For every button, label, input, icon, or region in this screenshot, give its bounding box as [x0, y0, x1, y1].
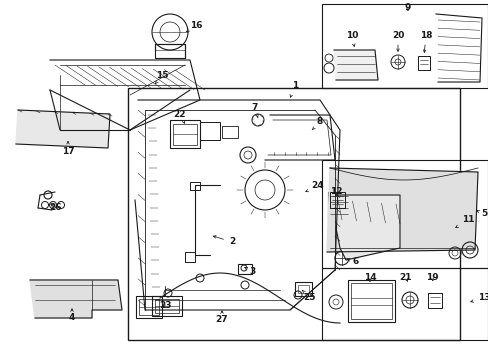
- Polygon shape: [335, 195, 399, 260]
- Text: 21: 21: [399, 274, 411, 283]
- Text: 26: 26: [50, 203, 62, 212]
- Text: 12: 12: [329, 188, 342, 197]
- Bar: [238, 264, 251, 274]
- Text: 2: 2: [213, 236, 235, 247]
- Bar: [139, 299, 159, 315]
- Text: 9: 9: [404, 3, 410, 12]
- Text: 6: 6: [346, 257, 358, 266]
- Text: 27: 27: [215, 311, 228, 324]
- Text: 13: 13: [470, 293, 488, 302]
- Bar: [297, 285, 308, 293]
- Polygon shape: [30, 280, 122, 318]
- Bar: [417, 56, 429, 70]
- Text: 25: 25: [302, 291, 316, 302]
- Text: 22: 22: [173, 111, 186, 123]
- Bar: [170, 120, 200, 148]
- Text: 18: 18: [419, 31, 431, 53]
- Bar: [128, 88, 459, 340]
- Bar: [350, 283, 391, 319]
- Bar: [155, 299, 179, 313]
- Text: 7: 7: [251, 104, 258, 118]
- Text: 10: 10: [345, 31, 357, 46]
- Text: 15: 15: [155, 72, 168, 84]
- Polygon shape: [326, 168, 477, 252]
- Bar: [327, 192, 349, 218]
- Text: 1: 1: [289, 81, 298, 97]
- Bar: [347, 280, 394, 322]
- Text: 3: 3: [244, 266, 255, 275]
- Bar: [200, 122, 220, 140]
- Text: 16: 16: [186, 21, 202, 32]
- Bar: [222, 126, 238, 138]
- Bar: [294, 282, 311, 296]
- Bar: [184, 252, 195, 262]
- Text: 5: 5: [476, 210, 486, 219]
- Bar: [427, 293, 441, 308]
- Bar: [329, 192, 345, 208]
- Text: 11: 11: [455, 216, 473, 228]
- Polygon shape: [16, 110, 110, 148]
- Bar: [321, 4, 487, 88]
- Text: 24: 24: [305, 181, 324, 192]
- Text: 14: 14: [363, 274, 376, 283]
- Bar: [190, 182, 200, 190]
- Text: 4: 4: [69, 309, 75, 323]
- Polygon shape: [333, 50, 377, 80]
- Bar: [136, 296, 162, 318]
- Text: 8: 8: [311, 117, 323, 130]
- Bar: [321, 160, 487, 268]
- Bar: [152, 296, 182, 316]
- Text: 20: 20: [391, 31, 404, 51]
- Text: 19: 19: [425, 274, 437, 283]
- Bar: [155, 44, 184, 58]
- Text: 17: 17: [61, 141, 74, 157]
- Bar: [173, 124, 197, 145]
- Text: 23: 23: [160, 301, 172, 310]
- Bar: [321, 268, 487, 340]
